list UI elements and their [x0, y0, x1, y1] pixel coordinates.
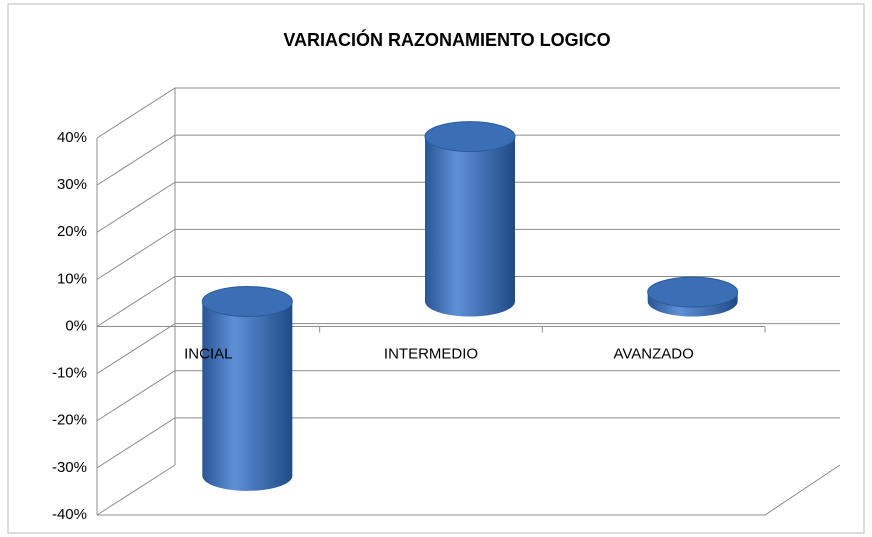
bar [202, 301, 293, 491]
x-tick-label: INTERMEDIO [384, 345, 478, 362]
floor-edge [96, 464, 176, 516]
bar [425, 136, 515, 317]
bar-top [647, 276, 739, 308]
x-tick-label: INCIAL [184, 345, 232, 362]
chart-frame [7, 3, 865, 534]
y-tick-label: 30% [57, 176, 87, 193]
y-tick-label: -10% [52, 365, 87, 382]
bar-top [424, 121, 516, 153]
x-tick-label: AVANZADO [614, 345, 694, 362]
y-tick-label: -30% [52, 459, 87, 476]
y-tick-label: 10% [57, 270, 87, 287]
y-tick-label: -20% [52, 412, 87, 429]
grid-line [97, 464, 841, 516]
y-tick-label: -40% [52, 506, 87, 523]
y-tick-label: 0% [65, 317, 87, 334]
y-tick-label: 20% [57, 223, 87, 240]
y-tick-label: 40% [57, 129, 87, 146]
bar-top [201, 286, 293, 317]
chart-title: VARIACIÓN RAZONAMIENTO LOGICO [283, 29, 610, 50]
